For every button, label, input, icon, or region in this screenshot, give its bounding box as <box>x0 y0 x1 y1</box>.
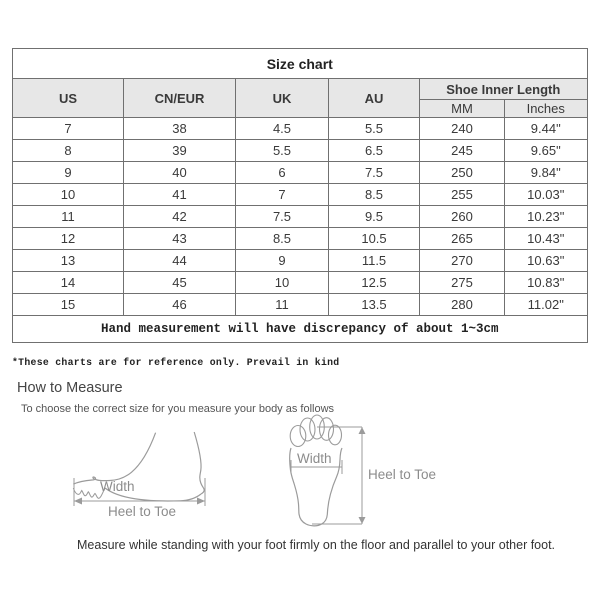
svg-text:Heel to Toe: Heel to Toe <box>368 467 436 482</box>
svg-text:Width: Width <box>297 451 332 466</box>
